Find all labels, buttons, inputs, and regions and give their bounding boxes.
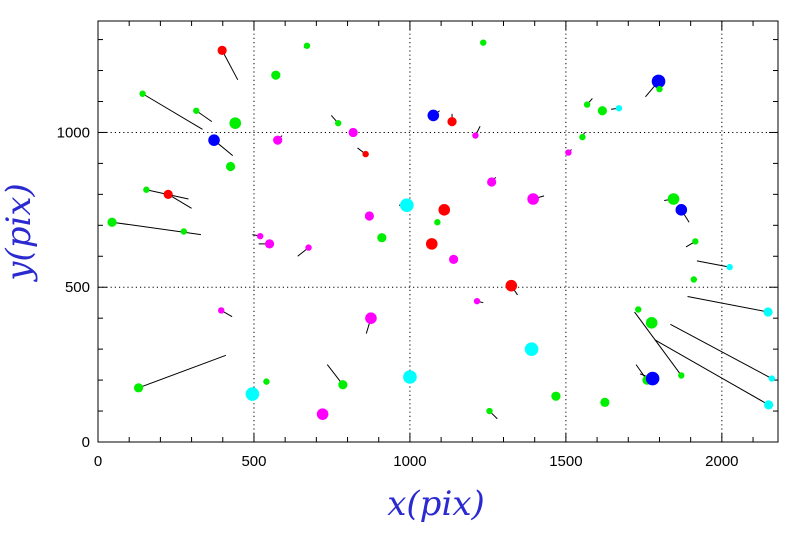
- data-point: [208, 134, 220, 146]
- data-point: [334, 119, 342, 127]
- data-point: [133, 383, 144, 393]
- data-point: [527, 193, 539, 205]
- vector-layer: [111, 45, 772, 420]
- data-point: [667, 193, 680, 205]
- data-point: [143, 186, 150, 193]
- data-point: [524, 342, 539, 356]
- data-point: [225, 161, 236, 172]
- data-point: [690, 276, 697, 283]
- data-point: [656, 85, 663, 93]
- plot-frame: [97, 20, 779, 443]
- data-point: [565, 149, 572, 156]
- data-point: [472, 132, 479, 139]
- data-point: [218, 307, 225, 314]
- x-tick-label: 0: [94, 453, 102, 470]
- displacement-vector: [142, 93, 203, 130]
- x-tick-label: 2000: [705, 453, 738, 470]
- data-point: [316, 408, 329, 420]
- data-point: [257, 232, 264, 240]
- data-point: [273, 135, 283, 145]
- displacement-vector: [687, 296, 769, 313]
- x-tick-label: 1000: [393, 453, 426, 470]
- tick-layer: 0 500 1000 1500 2000 0 500 1000: [57, 21, 778, 470]
- data-point: [434, 219, 441, 226]
- displacement-vector: [138, 354, 227, 389]
- data-point: [645, 371, 660, 386]
- data-point: [438, 204, 451, 216]
- data-point: [427, 109, 440, 122]
- data-point: [645, 317, 658, 329]
- x-tick-label: 1500: [549, 453, 582, 470]
- data-point: [180, 228, 187, 235]
- data-point: [447, 117, 457, 127]
- data-point: [583, 101, 591, 108]
- data-point: [365, 312, 377, 324]
- displacement-vector: [696, 260, 730, 268]
- y-axis-label: y(pix): [0, 183, 39, 283]
- data-point: [362, 150, 369, 158]
- data-point: [692, 238, 699, 245]
- data-point: [651, 74, 666, 89]
- data-point: [338, 380, 348, 390]
- data-point: [678, 372, 685, 379]
- displacement-vector: [670, 323, 772, 379]
- data-point: [264, 239, 275, 249]
- data-point: [229, 117, 242, 129]
- data-point: [271, 70, 281, 80]
- displacement-vector: [111, 221, 202, 236]
- displacement-vector: [654, 339, 769, 406]
- y-tick-label: 500: [65, 279, 90, 296]
- data-point: [579, 133, 586, 141]
- data-point: [139, 90, 146, 97]
- data-point: [487, 177, 497, 187]
- y-tick-label: 1000: [57, 124, 90, 141]
- point-layer: [107, 39, 775, 420]
- data-point: [303, 42, 311, 49]
- data-point: [193, 107, 200, 114]
- data-point: [763, 307, 773, 317]
- data-point: [448, 254, 459, 264]
- data-point: [615, 105, 623, 112]
- data-point: [505, 279, 518, 292]
- grid-layer: [98, 21, 778, 442]
- data-point: [163, 189, 173, 199]
- x-axis-label: x(pix): [387, 484, 485, 524]
- data-point: [768, 375, 775, 382]
- data-point: [217, 45, 227, 56]
- data-point: [597, 106, 607, 116]
- data-point: [348, 127, 358, 138]
- data-point: [364, 211, 374, 221]
- data-point: [377, 233, 387, 243]
- data-point: [635, 306, 642, 313]
- data-point: [486, 407, 493, 415]
- x-tick-label: 500: [241, 453, 266, 470]
- data-point: [726, 263, 733, 271]
- data-point: [400, 198, 414, 212]
- data-point: [551, 391, 561, 401]
- displacement-vector: [221, 50, 239, 81]
- data-point: [675, 204, 688, 216]
- data-point: [245, 387, 260, 401]
- data-point: [263, 378, 270, 385]
- data-point: [425, 238, 438, 250]
- displacement-vector: [634, 311, 682, 376]
- data-point: [403, 370, 417, 384]
- data-point: [473, 297, 481, 305]
- y-tick-label: 0: [82, 434, 90, 451]
- data-point: [764, 400, 774, 410]
- data-point: [305, 244, 312, 251]
- data-point: [480, 39, 487, 46]
- data-point: [600, 397, 610, 407]
- data-point: [107, 217, 117, 227]
